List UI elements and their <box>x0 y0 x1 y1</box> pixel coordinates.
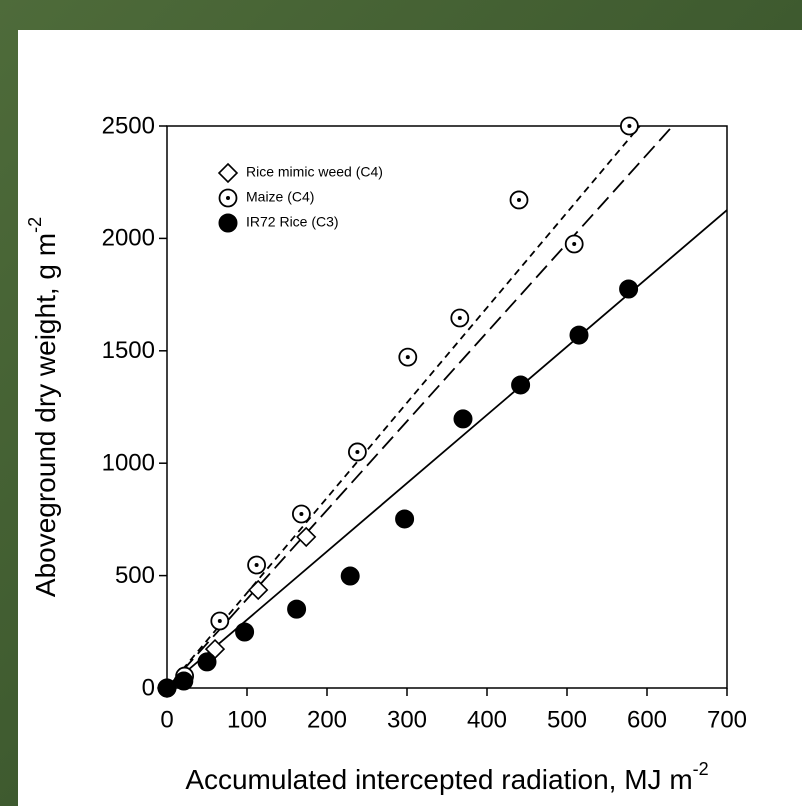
point <box>197 652 217 672</box>
x-tick-label: 400 <box>467 706 507 733</box>
point <box>340 566 360 586</box>
point <box>619 279 639 299</box>
y-tick-label: 500 <box>115 562 155 589</box>
legend-marker <box>218 188 238 208</box>
point-dot <box>517 197 521 202</box>
fit-line <box>166 125 674 689</box>
point <box>509 190 529 210</box>
x-tick-label: 0 <box>160 706 173 733</box>
point <box>235 622 255 642</box>
legend-label: Rice mimic weed (C4) <box>246 164 383 180</box>
point-dot <box>217 619 222 624</box>
point <box>248 579 269 601</box>
y-tick-label: 1500 <box>102 337 155 364</box>
x-axis-label-superscript: -2 <box>693 759 709 779</box>
x-tick-label: 300 <box>387 706 427 733</box>
x-axis-label: Accumulated intercepted radiation, MJ m-… <box>185 759 708 796</box>
point-dot <box>627 124 632 128</box>
point <box>157 678 177 698</box>
x-tick-label: 200 <box>307 706 347 733</box>
y-tick-label: 0 <box>142 674 155 701</box>
fit-line <box>166 125 641 689</box>
y-axis-label: Aboveground dry weight, g m-2 <box>25 217 62 597</box>
point <box>450 308 470 328</box>
point <box>296 526 317 548</box>
point <box>291 504 311 524</box>
legend-label: IR72 Rice (C3) <box>246 214 339 230</box>
y-axis-label-superscript: -2 <box>25 217 45 233</box>
panel <box>18 30 802 806</box>
point <box>453 409 473 429</box>
point <box>564 234 584 254</box>
point <box>247 555 267 575</box>
legend-marker <box>218 213 238 233</box>
point-dot <box>254 563 259 568</box>
point <box>287 599 307 619</box>
x-tick-label: 700 <box>707 706 747 733</box>
legend-marker <box>217 162 239 184</box>
point-dot <box>226 196 230 200</box>
point-dot <box>355 449 360 454</box>
x-axis-label-text: Accumulated intercepted radiation, MJ m <box>185 764 692 795</box>
y-axis-label-text: Aboveground dry weight, g m <box>30 233 61 597</box>
plot-frame <box>166 125 728 689</box>
point <box>395 509 415 529</box>
y-tick-label: 2000 <box>102 225 155 252</box>
point <box>569 325 589 345</box>
point <box>210 611 230 631</box>
point <box>511 375 531 395</box>
point <box>620 116 639 136</box>
x-tick-label: 500 <box>547 706 587 733</box>
x-tick-label: 100 <box>227 706 267 733</box>
point-dot <box>405 355 410 360</box>
y-tick-label: 2500 <box>102 112 155 139</box>
point <box>174 671 194 691</box>
point-dot <box>572 242 577 247</box>
x-tick-label: 600 <box>627 706 667 733</box>
point <box>347 442 367 462</box>
point-dot <box>457 315 462 320</box>
y-tick-label: 1000 <box>102 450 155 477</box>
legend-label: Maize (C4) <box>246 189 314 205</box>
plot-area: 0 100 200 300 400 500 600 700 0 500 1000 1500 2000 25… <box>25 112 747 795</box>
point <box>398 347 418 367</box>
point-dot <box>299 512 304 517</box>
